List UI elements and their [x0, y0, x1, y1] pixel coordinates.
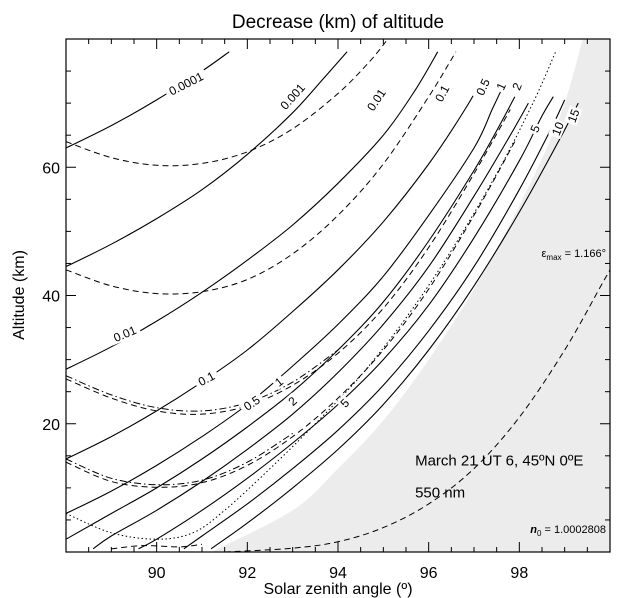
contour-label: 0.5 [473, 76, 493, 97]
series-line-15 [210, 102, 579, 550]
contour-label-group-10: 0.01 [107, 321, 142, 346]
contour-label-bg [284, 392, 301, 410]
light-gray-region [211, 39, 610, 552]
contour-label-group-14: 2 [284, 392, 301, 410]
x-tick-label: 96 [420, 565, 438, 582]
x-axis-label: Solar zenith angle (º) [263, 581, 412, 598]
contour-label-group-8: 10 [548, 118, 567, 140]
contour-label-bg [471, 73, 494, 101]
series-line-0_5 [66, 90, 502, 514]
contour-label-bg [508, 78, 525, 94]
contour-label-group-0: 0.0001 [163, 67, 209, 100]
contour-label: 2 [509, 80, 525, 92]
contour-label-bg [430, 79, 454, 107]
contour-label-group-12: 0.5 [237, 390, 266, 415]
contour-label-group-1: 0.001 [274, 78, 310, 115]
x-tick-label: 90 [148, 565, 166, 582]
contour-label-group-2: 0.01 [362, 83, 391, 117]
series-layer [66, 39, 610, 552]
contour-label-bg [492, 78, 509, 94]
series-line-5 [138, 96, 554, 550]
annotation-date: March 21 UT 6, 45ºN 0ºE [415, 452, 583, 469]
contour-label-bg [237, 390, 266, 415]
n0-subscript: 0 [537, 529, 542, 538]
contour-label-group-11: 0.1 [192, 367, 220, 390]
contour-label: 5 [527, 123, 543, 135]
series-line-dashdot-16 [66, 432, 293, 486]
series-line-dashed-18 [224, 269, 610, 552]
contour-label-bg [163, 67, 209, 100]
series-line-0_0001 [66, 51, 230, 149]
contour-label-group-7: 5 [526, 121, 543, 137]
contour-label-group-6: 2 [508, 78, 525, 94]
contour-label: 10 [549, 120, 567, 138]
x-tick-label: 94 [329, 565, 347, 582]
series-line-dashed-11 [66, 51, 457, 295]
series-line-2 [92, 102, 529, 550]
y-tick-label: 40 [42, 289, 60, 306]
epsilon-symbol: ε [542, 248, 547, 260]
series-line-dashed-13 [66, 141, 516, 488]
series-line-dashdot-15 [66, 349, 339, 412]
x-tick-label: 98 [510, 565, 528, 582]
contour-label-bg [336, 394, 353, 412]
x-tick-label: 92 [238, 565, 256, 582]
n0-symbol: n [530, 524, 537, 536]
series-line-1 [66, 96, 516, 540]
contour-label-bg [548, 118, 567, 140]
series-line-dotted-17 [66, 51, 557, 540]
contour-label-bg [270, 373, 288, 391]
contour-label-bg [526, 121, 543, 137]
contour-label-bg [362, 83, 391, 117]
contour-label-group-5: 1 [492, 78, 509, 94]
n0-value: = 1.0002808 [541, 524, 606, 536]
series-line-0_1 [66, 77, 484, 460]
series-line-10 [183, 99, 566, 550]
contour-label-group-4: 0.5 [471, 73, 494, 101]
epsilon-subscript: max [546, 253, 561, 262]
annotation-epsilon-max: εmax = 1.166° [542, 248, 607, 262]
series-line-dashed-14 [111, 543, 203, 550]
annotation-refractive-index: n0 = 1.0002808 [530, 524, 606, 538]
y-tick-label: 20 [42, 417, 60, 434]
contour-label-bg [107, 321, 142, 346]
annotation-wavelength: 550 nm [415, 485, 465, 502]
contour-label-bg [274, 78, 310, 115]
y-axis-label: Altitude (km) [11, 250, 28, 340]
series-line-dashed-10 [66, 39, 389, 167]
y-tick-label: 60 [42, 160, 60, 177]
epsilon-value: = 1.166° [562, 248, 606, 260]
chart-title: Decrease (km) of altitude [232, 12, 444, 33]
series-line-0_001 [66, 51, 348, 268]
contour-label: 15 [565, 107, 583, 125]
contour-label-bg [192, 367, 220, 390]
contour-label-group-13: 1 [270, 373, 288, 391]
series-line-dashed-12 [66, 109, 511, 415]
contour-label-group-9: 15 [564, 105, 583, 127]
contour-label: 0.0001 [167, 69, 206, 98]
contour-label-group-3: 0.1 [430, 79, 454, 107]
contour-label-bg [564, 105, 583, 127]
plot-area [66, 39, 610, 552]
